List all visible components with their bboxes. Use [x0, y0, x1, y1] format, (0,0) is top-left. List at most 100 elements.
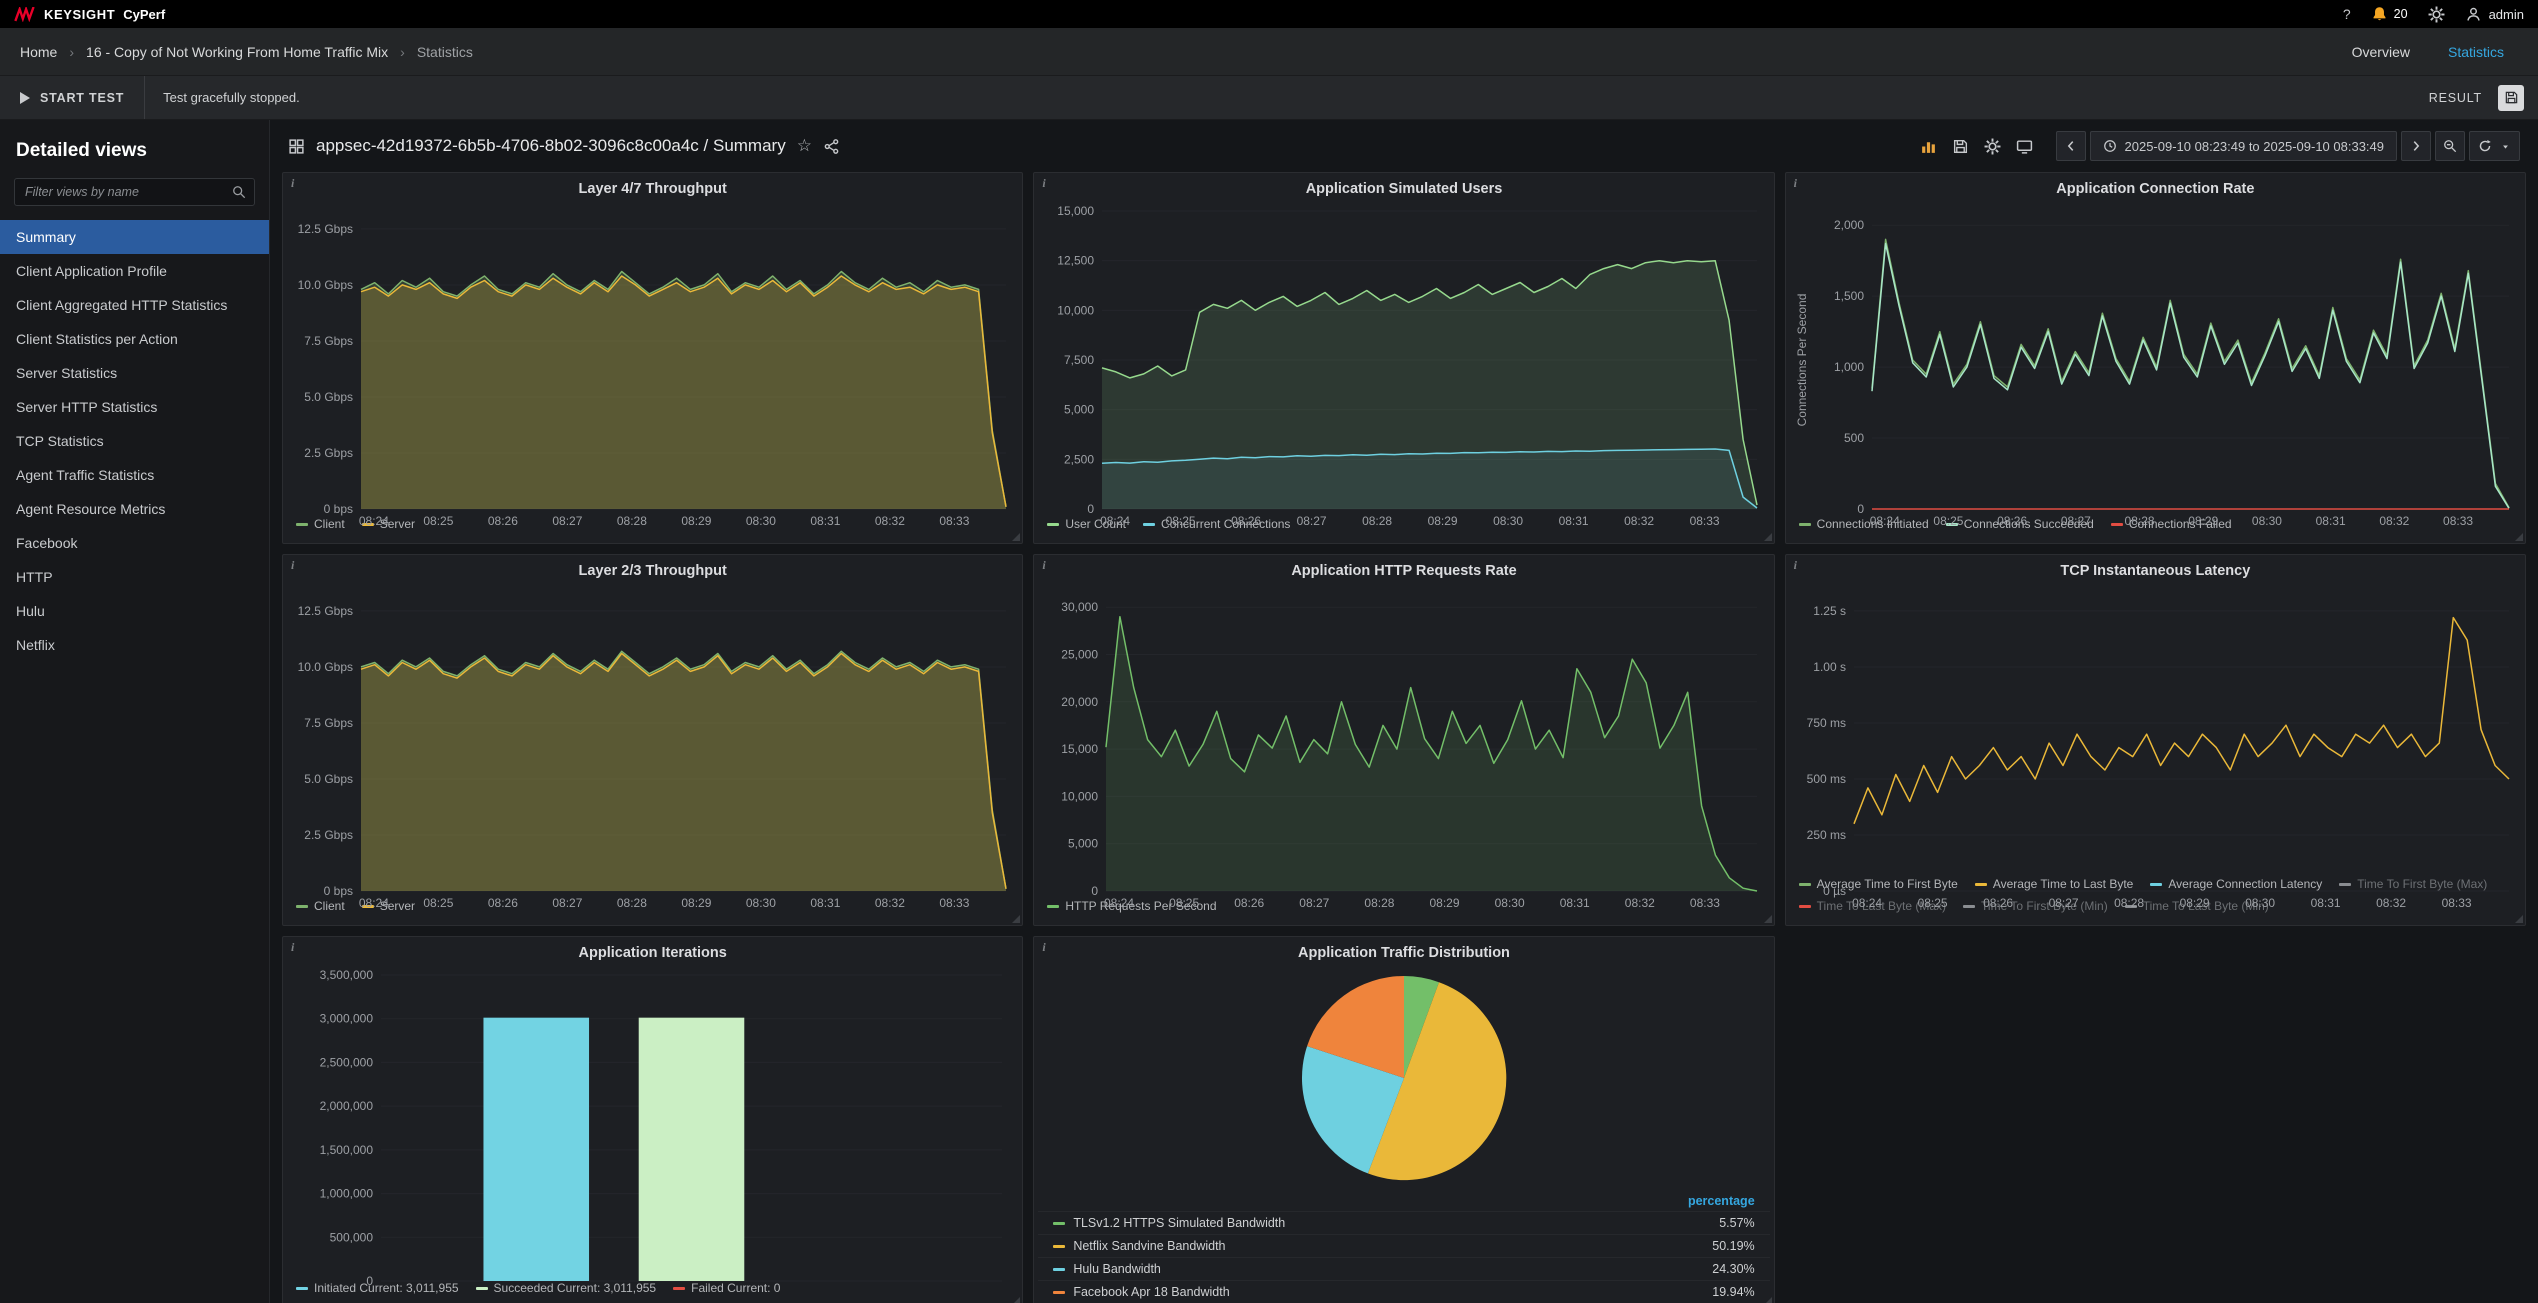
svg-text:12.5 Gbps: 12.5 Gbps	[298, 604, 353, 618]
svg-text:08:28: 08:28	[1362, 514, 1392, 528]
svg-text:08:26: 08:26	[488, 896, 518, 910]
panel-info-icon[interactable]: i	[291, 940, 294, 955]
panel-info-icon[interactable]: i	[1042, 176, 1045, 191]
svg-text:08:26: 08:26	[1235, 896, 1265, 910]
traffic-table-row[interactable]: TLSv1.2 HTTPS Simulated Bandwidth5.57%	[1038, 1211, 1769, 1234]
traffic-pie-chart[interactable]	[1298, 972, 1510, 1184]
iterations-chart-canvas[interactable]: 0500,0001,000,0001,500,0002,000,0002,500…	[289, 965, 1016, 1273]
help-icon[interactable]: ?	[2343, 6, 2351, 22]
add-panel-chart-icon[interactable]	[1920, 138, 1937, 155]
panel-info-icon[interactable]: i	[291, 558, 294, 573]
svg-text:08:30: 08:30	[2245, 896, 2275, 910]
dashboard-header: appsec-42d19372-6b5b-4706-8b02-3096c8c00…	[270, 120, 2538, 172]
svg-text:1.00 s: 1.00 s	[1813, 660, 1846, 674]
panel-info-icon[interactable]: i	[1042, 940, 1045, 955]
httprate-chart-canvas[interactable]: 05,00010,00015,00020,00025,00030,00008:2…	[1040, 583, 1767, 891]
brand-keysight: KEYSIGHT	[44, 7, 115, 22]
sidebar-item-summary[interactable]: Summary	[0, 220, 269, 254]
panel-application-iterations: i Application Iterations 0500,0001,000,0…	[282, 936, 1023, 1303]
settings-gear-icon[interactable]	[2428, 6, 2445, 23]
svg-text:08:24: 08:24	[359, 514, 389, 528]
layer23-chart-canvas[interactable]: 0 bps2.5 Gbps5.0 Gbps7.5 Gbps10.0 Gbps12…	[289, 583, 1016, 891]
svg-text:08:30: 08:30	[1495, 896, 1525, 910]
cycle-view-monitor-icon[interactable]	[2016, 138, 2033, 155]
svg-text:7.5 Gbps: 7.5 Gbps	[304, 716, 353, 730]
favorite-star-icon[interactable]: ☆	[797, 136, 812, 156]
traffic-table-row[interactable]: Hulu Bandwidth24.30%	[1038, 1257, 1769, 1280]
zoom-out-button[interactable]	[2435, 131, 2465, 161]
sidebar-item-client-application-profile[interactable]: Client Application Profile	[0, 254, 269, 288]
svg-text:08:30: 08:30	[746, 514, 776, 528]
svg-text:08:25: 08:25	[423, 896, 453, 910]
breadcrumb-home[interactable]: Home	[20, 44, 57, 60]
start-test-button[interactable]: START TEST	[0, 76, 145, 119]
svg-text:08:32: 08:32	[2379, 514, 2409, 528]
user-menu[interactable]: admin	[2465, 6, 2524, 23]
sidebar-item-hulu[interactable]: Hulu	[0, 594, 269, 628]
sidebar-item-netflix[interactable]: Netflix	[0, 628, 269, 662]
svg-text:2,000,000: 2,000,000	[320, 1099, 374, 1113]
breadcrumb-test-name[interactable]: 16 - Copy of Not Working From Home Traff…	[86, 44, 388, 60]
view-tabs: Overview Statistics	[2352, 44, 2504, 60]
dashboard-settings-gear-icon[interactable]	[1984, 138, 2001, 155]
svg-text:12,500: 12,500	[1058, 254, 1095, 268]
chevron-right-icon	[2409, 139, 2423, 153]
sidebar-item-facebook[interactable]: Facebook	[0, 526, 269, 560]
latency-chart-canvas[interactable]: 0 µs250 ms500 ms750 ms1.00 s1.25 s08:240…	[1792, 583, 2519, 869]
breadcrumb-separator-icon: ›	[69, 44, 74, 60]
traffic-table-header[interactable]: percentage	[1038, 1191, 1769, 1211]
traffic-table-row[interactable]: Facebook Apr 18 Bandwidth19.94%	[1038, 1280, 1769, 1303]
connrate-chart-canvas[interactable]: 05001,0001,5002,00008:2408:2508:2608:270…	[1792, 201, 2519, 509]
save-report-button[interactable]	[2498, 85, 2524, 111]
panel-title: Application Simulated Users	[1034, 173, 1773, 199]
panel-info-icon[interactable]: i	[291, 176, 294, 191]
tab-statistics[interactable]: Statistics	[2448, 44, 2504, 60]
username: admin	[2489, 7, 2524, 22]
sidebar-item-client-aggregated-http-statistics[interactable]: Client Aggregated HTTP Statistics	[0, 288, 269, 322]
notifications-button[interactable]: 20	[2371, 6, 2408, 23]
svg-text:3,500,000: 3,500,000	[320, 968, 374, 982]
content-area: Detailed views SummaryClient Application…	[0, 120, 2538, 1303]
toolbar-right: RESULT	[2429, 85, 2538, 111]
refresh-button[interactable]	[2469, 131, 2520, 161]
dashboard-title-block: appsec-42d19372-6b5b-4706-8b02-3096c8c00…	[288, 136, 840, 156]
layer47-chart-canvas[interactable]: 0 bps2.5 Gbps5.0 Gbps7.5 Gbps10.0 Gbps12…	[289, 201, 1016, 509]
svg-text:12.5 Gbps: 12.5 Gbps	[298, 222, 353, 236]
sidebar-title: Detailed views	[0, 130, 269, 178]
views-list: SummaryClient Application ProfileClient …	[0, 220, 269, 662]
tab-overview[interactable]: Overview	[2352, 44, 2410, 60]
svg-text:08:32: 08:32	[875, 896, 905, 910]
dashboard-title: appsec-42d19372-6b5b-4706-8b02-3096c8c00…	[316, 136, 786, 156]
breadcrumb: Home › 16 - Copy of Not Working From Hom…	[20, 44, 473, 60]
time-back-button[interactable]	[2056, 131, 2086, 161]
traffic-table-row[interactable]: Netflix Sandvine Bandwidth50.19%	[1038, 1234, 1769, 1257]
sidebar-item-tcp-statistics[interactable]: TCP Statistics	[0, 424, 269, 458]
svg-text:08:29: 08:29	[1428, 514, 1458, 528]
dashboard-grid-icon[interactable]	[288, 138, 305, 155]
panel-info-icon[interactable]: i	[1794, 176, 1797, 191]
filter-views-field	[14, 178, 255, 206]
svg-text:5.0 Gbps: 5.0 Gbps	[304, 772, 353, 786]
sidebar-item-client-statistics-per-action[interactable]: Client Statistics per Action	[0, 322, 269, 356]
save-dashboard-icon[interactable]	[1952, 138, 1969, 155]
svg-text:08:30: 08:30	[746, 896, 776, 910]
time-range-button[interactable]: 2025-09-10 08:23:49 to 2025-09-10 08:33:…	[2090, 131, 2398, 161]
result-button[interactable]: RESULT	[2429, 91, 2482, 105]
sidebar-item-agent-resource-metrics[interactable]: Agent Resource Metrics	[0, 492, 269, 526]
svg-text:08:28: 08:28	[2114, 896, 2144, 910]
time-forward-button[interactable]	[2401, 131, 2431, 161]
svg-text:08:25: 08:25	[1169, 896, 1199, 910]
filter-views-input[interactable]	[14, 178, 255, 206]
test-toolbar: START TEST Test gracefully stopped. RESU…	[0, 76, 2538, 120]
sidebar-item-server-statistics[interactable]: Server Statistics	[0, 356, 269, 390]
share-icon[interactable]	[823, 138, 840, 155]
svg-text:08:25: 08:25	[1933, 514, 1963, 528]
sidebar-item-server-http-statistics[interactable]: Server HTTP Statistics	[0, 390, 269, 424]
keysight-logo-icon	[14, 7, 36, 22]
panel-info-icon[interactable]: i	[1794, 558, 1797, 573]
sidebar-item-http[interactable]: HTTP	[0, 560, 269, 594]
sidebar-item-agent-traffic-statistics[interactable]: Agent Traffic Statistics	[0, 458, 269, 492]
panel-info-icon[interactable]: i	[1042, 558, 1045, 573]
svg-text:08:27: 08:27	[1297, 514, 1327, 528]
simusers-chart-canvas[interactable]: 02,5005,0007,50010,00012,50015,00008:240…	[1040, 201, 1767, 509]
